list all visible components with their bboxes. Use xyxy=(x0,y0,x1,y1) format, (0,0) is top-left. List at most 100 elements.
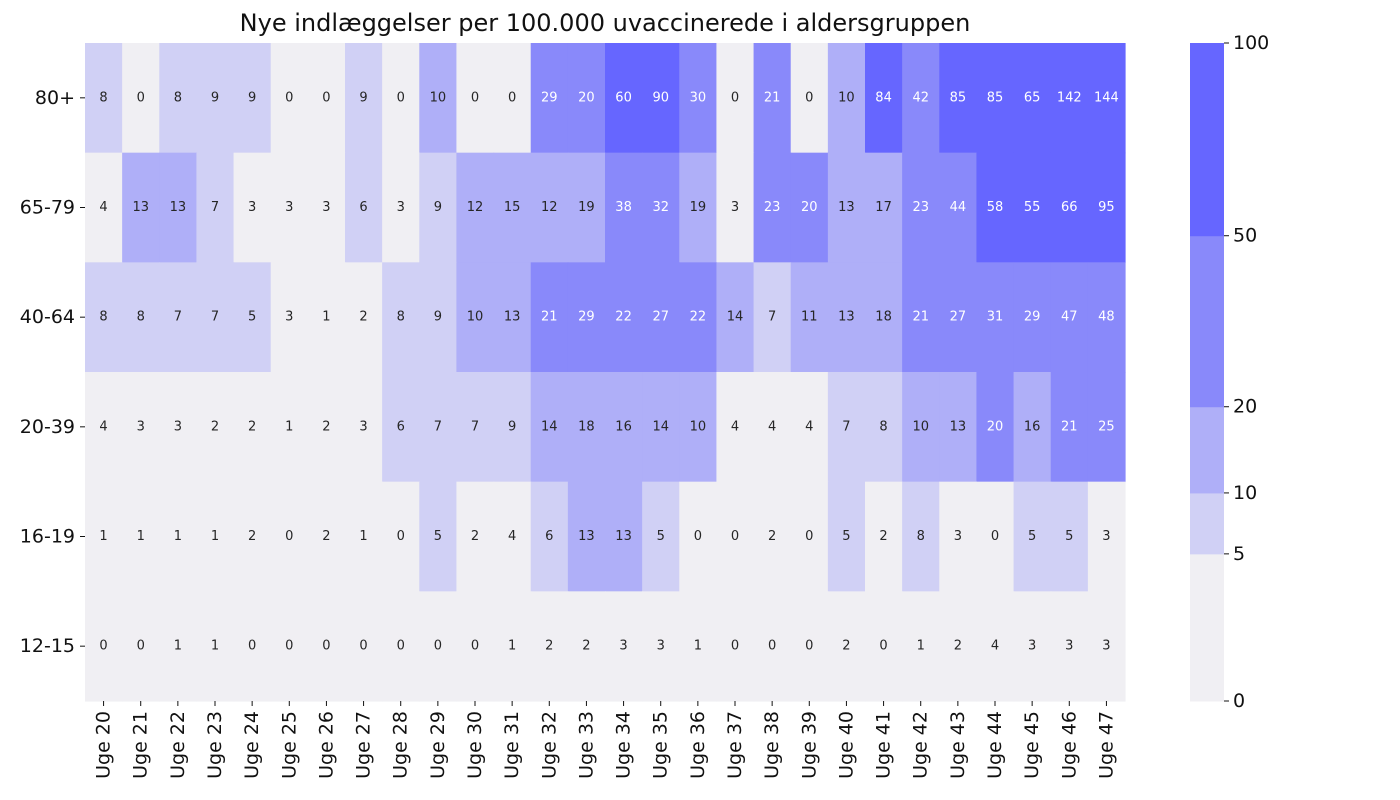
cell-value-label: 0 xyxy=(137,90,145,105)
heatmap-cell xyxy=(865,591,903,702)
heatmap-cell xyxy=(679,43,718,154)
cell-value-label: 3 xyxy=(322,200,330,215)
cell-value-label: 7 xyxy=(174,310,182,325)
cell-value-label: 144 xyxy=(1094,90,1119,105)
cell-value-label: 10 xyxy=(467,310,484,325)
heatmap-cell xyxy=(345,262,383,373)
cell-value-label: 58 xyxy=(987,200,1004,215)
heatmap-cell xyxy=(1087,372,1126,483)
heatmap-cell xyxy=(679,262,718,373)
cell-value-label: 65 xyxy=(1024,90,1041,105)
cell-value-label: 7 xyxy=(211,200,219,215)
cell-value-label: 3 xyxy=(248,200,256,215)
cell-value-label: 2 xyxy=(842,639,850,654)
heatmap-cell xyxy=(642,481,680,592)
heatmap-cell xyxy=(382,591,420,702)
heatmap-cell xyxy=(1013,43,1052,154)
x-tick-label: Uge 23 xyxy=(204,711,226,779)
heatmap-cell xyxy=(307,591,346,702)
heatmap-cell xyxy=(902,43,940,154)
cell-value-label: 3 xyxy=(359,419,367,434)
heatmap-cell xyxy=(159,372,198,483)
heatmap-cell xyxy=(419,43,458,154)
cell-value-label: 22 xyxy=(690,310,707,325)
cell-value-label: 1 xyxy=(322,310,330,325)
cell-value-label: 14 xyxy=(541,419,558,434)
x-tick-label: Uge 45 xyxy=(1021,711,1043,779)
heatmap-cell xyxy=(419,262,458,373)
heatmap-cell xyxy=(865,262,903,373)
cell-value-label: 0 xyxy=(322,90,330,105)
heatmap-cell xyxy=(902,262,940,373)
cell-value-label: 55 xyxy=(1024,200,1041,215)
y-tick-label: 65-79 xyxy=(20,197,75,219)
cell-value-label: 8 xyxy=(99,90,107,105)
heatmap-cells xyxy=(85,43,1126,702)
cell-value-label: 7 xyxy=(434,419,442,434)
heatmap-cell xyxy=(567,591,606,702)
cell-value-label: 27 xyxy=(652,310,669,325)
heatmap-cell xyxy=(1050,262,1089,373)
heatmap-cell xyxy=(939,591,978,702)
cell-value-label: 16 xyxy=(615,419,632,434)
heatmap-cell xyxy=(419,481,458,592)
cell-value-label: 12 xyxy=(467,200,484,215)
heatmap-cell xyxy=(307,481,346,592)
cell-value-label: 10 xyxy=(430,90,447,105)
heatmap-cell xyxy=(642,262,680,373)
heatmap-cell xyxy=(567,262,606,373)
cell-value-label: 1 xyxy=(917,639,925,654)
x-tick-label: Uge 44 xyxy=(984,711,1006,779)
cell-value-label: 3 xyxy=(285,200,293,215)
heatmap-cell xyxy=(345,152,383,263)
x-tick-label: Uge 41 xyxy=(873,711,895,779)
cell-value-label: 31 xyxy=(987,310,1004,325)
heatmap-cell xyxy=(456,43,495,154)
heatmap-cell xyxy=(1050,481,1089,592)
cell-value-label: 3 xyxy=(137,419,145,434)
x-tick-label: Uge 26 xyxy=(315,711,337,779)
y-tick-label: 12-15 xyxy=(20,635,75,657)
cell-value-label: 19 xyxy=(578,200,595,215)
cell-value-label: 3 xyxy=(954,529,962,544)
cell-value-label: 44 xyxy=(950,200,967,215)
heatmap-cell xyxy=(642,372,680,483)
x-tick-label: Uge 38 xyxy=(761,711,783,779)
cell-value-label: 3 xyxy=(1028,639,1036,654)
cell-value-label: 0 xyxy=(805,90,813,105)
heatmap-cell xyxy=(790,591,829,702)
cell-value-label: 0 xyxy=(694,529,702,544)
cell-value-label: 10 xyxy=(690,419,707,434)
heatmap-cell xyxy=(307,372,346,483)
heatmap-cell xyxy=(345,591,383,702)
y-tick-label: 20-39 xyxy=(20,416,75,438)
cell-value-label: 7 xyxy=(211,310,219,325)
heatmap-cell xyxy=(196,152,235,263)
heatmap-cell xyxy=(233,372,272,483)
heatmap-cell xyxy=(939,262,978,373)
cell-value-label: 1 xyxy=(137,529,145,544)
cell-value-label: 15 xyxy=(504,200,521,215)
x-tick-label: Uge 39 xyxy=(798,711,820,779)
heatmap-cell xyxy=(196,372,235,483)
cell-value-label: 4 xyxy=(991,639,999,654)
heatmap-cell xyxy=(1013,591,1052,702)
heatmap-cell xyxy=(530,372,569,483)
cell-value-label: 2 xyxy=(582,639,590,654)
heatmap-cell xyxy=(716,372,755,483)
heatmap-cell xyxy=(753,152,792,263)
colorbar: 0 5 10 20 50 100 xyxy=(1190,32,1269,712)
cell-value-label: 25 xyxy=(1098,419,1115,434)
cell-value-label: 90 xyxy=(652,90,669,105)
cell-value-label: 0 xyxy=(731,529,739,544)
heatmap-cell xyxy=(270,262,309,373)
heatmap-cell xyxy=(827,43,866,154)
cell-value-label: 6 xyxy=(545,529,553,544)
heatmap-cell xyxy=(159,43,198,154)
heatmap-cell xyxy=(159,591,198,702)
x-tick-label: Uge 28 xyxy=(390,711,412,779)
colorbar-segment xyxy=(1190,235,1224,408)
heatmap-cell xyxy=(605,262,643,373)
heatmap-cell xyxy=(902,591,940,702)
heatmap-cell xyxy=(753,372,792,483)
